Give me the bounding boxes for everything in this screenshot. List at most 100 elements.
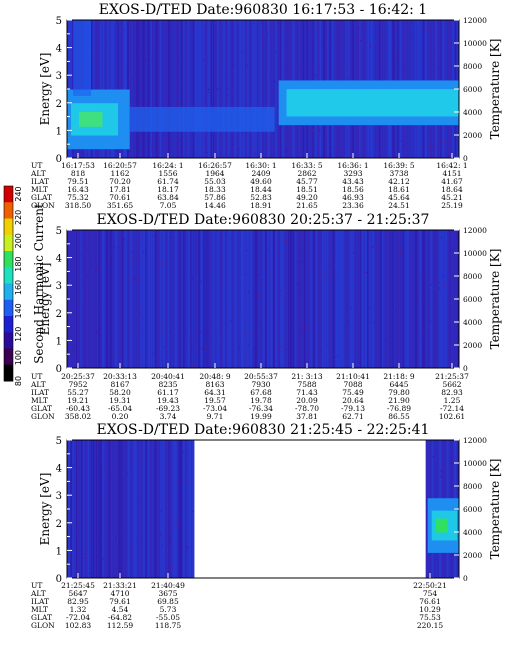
data-coverage-region <box>67 230 459 368</box>
heatmap-speckle <box>98 441 100 443</box>
heatmap-speckle <box>179 139 181 141</box>
heatmap-speckle <box>229 79 231 81</box>
heatmap-stripe <box>182 440 185 578</box>
heatmap-stripe <box>94 20 97 158</box>
heatmap-stripe <box>75 230 78 368</box>
heatmap-speckle <box>440 476 442 478</box>
orbit-table-cell: 75.32 <box>67 193 89 202</box>
heatmap-speckle <box>97 488 99 490</box>
heatmap-speckle <box>71 528 73 530</box>
heatmap-speckle <box>140 317 142 319</box>
heatmap-speckle <box>106 324 108 326</box>
heatmap-stripe <box>90 440 93 578</box>
heatmap-speckle <box>421 284 423 286</box>
heatmap-speckle <box>221 324 223 326</box>
heatmap-stripe <box>147 440 150 578</box>
heatmap-speckle <box>264 258 266 260</box>
orbit-table-cell: 220.15 <box>417 621 443 630</box>
heatmap-speckle <box>95 269 97 271</box>
heatmap-speckle <box>425 28 427 30</box>
heatmap-speckle <box>71 571 73 573</box>
heatmap-speckle <box>361 28 363 30</box>
heatmap-stripe <box>112 440 115 578</box>
orbit-table-cell: 16:17:53 <box>61 161 95 170</box>
heatmap-stripe <box>277 20 280 158</box>
colorbar-swatch <box>4 348 13 366</box>
heatmap-stripe <box>168 440 170 578</box>
heatmap-stripe <box>436 230 438 368</box>
heatmap-speckle <box>196 303 198 305</box>
heatmap-speckle <box>202 59 204 61</box>
heatmap-stripe <box>317 230 320 368</box>
orbit-table-cell: 18.44 <box>250 185 272 194</box>
y2-tick-label: 4000 <box>463 108 482 117</box>
heatmap-speckle <box>399 252 401 254</box>
heatmap-speckle <box>82 561 84 563</box>
heatmap-speckle <box>135 72 137 74</box>
heatmap-stripe <box>100 440 102 578</box>
heatmap-speckle <box>379 56 381 58</box>
orbit-table-cell: 1964 <box>205 169 224 178</box>
heatmap-speckle <box>300 125 302 127</box>
heatmap-speckle <box>267 247 269 249</box>
heatmap-speckle <box>130 555 132 557</box>
heatmap-speckle <box>207 88 209 90</box>
heatmap-stripe <box>179 230 181 368</box>
heatmap-stripe <box>138 20 140 158</box>
heatmap-speckle <box>83 553 85 555</box>
orbit-table-cell: 21.90 <box>388 396 410 405</box>
y-tick-label: 0 <box>56 364 62 375</box>
heatmap-speckle <box>96 457 98 459</box>
heatmap-stripe <box>82 440 85 578</box>
heatmap-speckle <box>191 344 193 346</box>
energy-band-mid <box>129 106 275 132</box>
heatmap-stripe <box>227 20 230 158</box>
heatmap-speckle <box>95 453 97 455</box>
heatmap-speckle <box>197 231 199 233</box>
heatmap-speckle <box>69 482 71 484</box>
heatmap-stripe <box>184 230 186 368</box>
colorbar-swatch <box>4 267 13 284</box>
heatmap-stripe <box>237 20 239 158</box>
heatmap-speckle <box>176 519 178 521</box>
y-tick-label: 1 <box>56 126 62 137</box>
heatmap-speckle <box>272 138 274 140</box>
heatmap-speckle <box>456 236 458 238</box>
orbit-table-cell: 4151 <box>442 169 461 178</box>
heatmap-speckle <box>278 365 280 367</box>
y2-tick-label: 10000 <box>463 39 487 48</box>
heatmap-speckle <box>320 350 322 352</box>
heatmap-stripe <box>97 20 100 158</box>
heatmap-speckle <box>186 99 188 101</box>
heatmap-stripe <box>110 20 113 158</box>
heatmap-stripe <box>444 230 447 368</box>
orbit-table-row-label: MLT <box>31 396 48 405</box>
heatmap-speckle <box>333 331 335 333</box>
heatmap-speckle <box>449 473 451 475</box>
heatmap-speckle <box>385 67 387 69</box>
heatmap-stripe <box>234 20 236 158</box>
heatmap-speckle <box>115 150 117 152</box>
y2-tick-label: 10000 <box>463 459 487 468</box>
heatmap-stripe <box>223 20 225 158</box>
heatmap-speckle <box>212 100 214 102</box>
heatmap-speckle <box>430 44 432 46</box>
orbit-table: UTALTILATMLTGLATGLON20:25:37795255.2719.… <box>30 372 469 421</box>
heatmap-speckle <box>270 275 272 277</box>
heatmap-speckle <box>105 471 107 473</box>
heatmap-speckle <box>383 263 385 265</box>
heatmap-speckle <box>264 285 266 287</box>
heatmap-speckle <box>246 65 248 67</box>
orbit-table-cell: -76.34 <box>249 404 273 413</box>
y-tick-label: 1 <box>56 546 62 557</box>
heatmap-speckle <box>257 274 259 276</box>
heatmap-speckle <box>160 533 162 535</box>
heatmap-stripe <box>144 20 147 158</box>
heatmap-stripe <box>447 230 450 368</box>
heatmap-speckle <box>70 468 72 470</box>
heatmap-speckle <box>123 29 125 31</box>
heatmap-stripe <box>192 440 195 578</box>
heatmap-speckle <box>356 320 358 322</box>
heatmap-stripe <box>237 230 239 368</box>
